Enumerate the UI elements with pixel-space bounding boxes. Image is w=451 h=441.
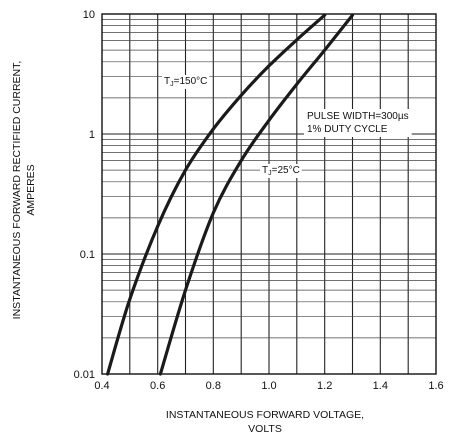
- y-axis-title-line1: INSTANTANEOUS FORWARD RECTIFIED CURRENT,: [11, 61, 23, 320]
- x-tick-labels: 0.4 0.6 0.8 1.0 1.2 1.4 1.6: [94, 380, 443, 392]
- curves: [106, 13, 355, 376]
- y-tick-label: 0.01: [74, 369, 95, 381]
- curve-25c: [158, 13, 355, 376]
- x-axis-title-line2: VOLTS: [248, 423, 282, 435]
- annotation-duty-cycle: 1% DUTY CYCLE: [307, 124, 388, 135]
- x-tick-label: 0.6: [150, 380, 165, 392]
- x-axis-title-line1: INSTANTANEOUS FORWARD VOLTAGE,: [166, 409, 364, 421]
- pulse-width-annotation: PULSE WIDTH=300µs 1% DUTY CYCLE: [304, 109, 412, 137]
- y-tick-labels: 0.01 0.1 1 10: [74, 9, 95, 381]
- x-tick-label: 0.8: [206, 380, 221, 392]
- y-tick-label: 0.1: [80, 249, 95, 261]
- y-axis-title-line2: AMPERES: [25, 164, 37, 215]
- curve-150c: [106, 13, 327, 376]
- series-label-25c: TJ=25°C: [260, 164, 302, 178]
- annotation-pulse-width: PULSE WIDTH=300µs: [307, 111, 409, 122]
- series-label-150c: TJ=150°C: [162, 75, 210, 89]
- x-tick-label: 1.6: [428, 380, 443, 392]
- x-tick-label: 0.4: [94, 380, 109, 392]
- svg-text:TJ=150°C: TJ=150°C: [164, 76, 207, 88]
- y-tick-label: 1: [89, 129, 95, 141]
- x-tick-label: 1.4: [373, 380, 388, 392]
- y-tick-label: 10: [83, 9, 95, 21]
- svg-text:TJ=25°C: TJ=25°C: [262, 165, 300, 177]
- x-tick-label: 1.2: [317, 380, 332, 392]
- x-tick-label: 1.0: [261, 380, 276, 392]
- plot-frame: [101, 13, 437, 375]
